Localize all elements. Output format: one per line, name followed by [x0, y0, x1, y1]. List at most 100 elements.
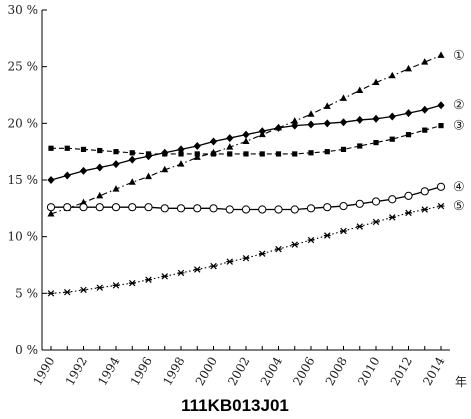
data-point — [193, 266, 201, 273]
data-point — [145, 151, 152, 157]
x-tick-label: 2012 — [388, 355, 415, 388]
data-point — [64, 145, 70, 151]
figure-code: 111KB013J01 — [181, 396, 289, 415]
data-point — [226, 258, 234, 265]
data-point — [274, 123, 283, 132]
x-tick-label: 2002 — [225, 355, 252, 388]
data-point — [372, 114, 380, 123]
data-point — [177, 160, 185, 167]
data-point — [436, 182, 446, 191]
data-point — [161, 273, 169, 280]
data-point — [209, 137, 218, 146]
data-point — [113, 149, 119, 155]
series-3 — [48, 123, 444, 157]
data-point — [243, 151, 249, 157]
data-point — [176, 204, 186, 213]
data-point — [63, 171, 71, 180]
data-point — [193, 153, 201, 160]
data-point — [340, 146, 347, 152]
data-point — [177, 269, 185, 277]
data-point — [356, 86, 364, 93]
data-point — [162, 151, 168, 157]
data-point — [128, 279, 136, 287]
data-point — [388, 214, 396, 221]
data-point — [242, 130, 250, 139]
data-point — [404, 109, 413, 118]
data-point — [258, 205, 267, 214]
data-point — [79, 166, 88, 175]
data-point — [80, 146, 87, 152]
data-point — [46, 203, 56, 212]
data-point — [356, 115, 364, 124]
y-axis-ticks: 0 % 5 % 10 % 15 % 20 % 25 % 30 % — [8, 3, 47, 357]
series-4 — [46, 182, 446, 214]
x-tick-label: 2004 — [258, 354, 286, 388]
data-point — [438, 123, 444, 129]
data-point — [388, 112, 396, 121]
data-point — [340, 94, 347, 101]
data-point — [355, 199, 364, 208]
x-tick-label: 2008 — [323, 355, 350, 388]
data-point — [145, 172, 152, 180]
data-point — [47, 210, 55, 217]
y-tick-label: 20 % — [8, 116, 39, 130]
data-point — [323, 102, 331, 109]
data-point — [306, 204, 316, 213]
series-label: ④ — [453, 180, 465, 195]
data-point — [404, 191, 413, 200]
data-point — [48, 145, 54, 151]
x-axis-ticks: 1990 1992 1994 1996 1998 2000 2002 2004 2006 2008… — [30, 346, 448, 388]
x-tick-label: 1994 — [95, 354, 123, 388]
data-point — [308, 150, 314, 156]
data-point — [437, 51, 445, 58]
data-point — [225, 205, 234, 214]
y-tick-label: 5 % — [15, 286, 38, 300]
x-tick-label: 1992 — [63, 355, 90, 388]
data-point — [194, 151, 200, 157]
data-point — [405, 209, 412, 217]
data-point — [421, 206, 429, 213]
x-tick-label: 1996 — [128, 355, 155, 388]
data-point — [145, 276, 152, 283]
data-point — [63, 288, 71, 296]
series-line — [50, 205, 442, 294]
data-point — [160, 204, 169, 213]
data-point — [96, 163, 104, 172]
data-point — [339, 118, 348, 127]
data-point — [161, 165, 169, 173]
data-point — [323, 203, 332, 212]
data-point — [324, 149, 330, 155]
x-tick-label: 1998 — [160, 355, 187, 388]
data-point — [340, 227, 347, 235]
chart-axes — [41, 10, 450, 351]
data-point — [210, 151, 217, 157]
data-point — [209, 204, 218, 213]
data-point — [291, 117, 299, 124]
data-point — [422, 127, 428, 133]
x-tick-label: 2006 — [290, 355, 317, 388]
data-point — [259, 151, 265, 157]
data-point — [323, 232, 331, 239]
data-point — [388, 71, 396, 79]
data-point — [95, 203, 104, 212]
data-point — [437, 101, 445, 110]
series-label: ⑤ — [453, 199, 465, 214]
data-point — [210, 262, 217, 270]
data-point — [178, 151, 184, 157]
data-point — [388, 195, 397, 204]
data-point — [258, 250, 266, 257]
data-point — [193, 142, 201, 150]
series-label: ① — [453, 48, 465, 63]
data-point — [242, 137, 250, 144]
data-point — [274, 205, 283, 214]
data-point — [242, 254, 250, 262]
data-point — [290, 205, 299, 214]
data-point — [357, 143, 363, 149]
data-point — [275, 151, 282, 157]
data-point — [96, 284, 104, 291]
y-tick-label: 25 % — [8, 60, 39, 74]
data-point — [339, 201, 348, 211]
data-point — [144, 203, 153, 212]
x-tick-label: 2000 — [193, 355, 220, 388]
